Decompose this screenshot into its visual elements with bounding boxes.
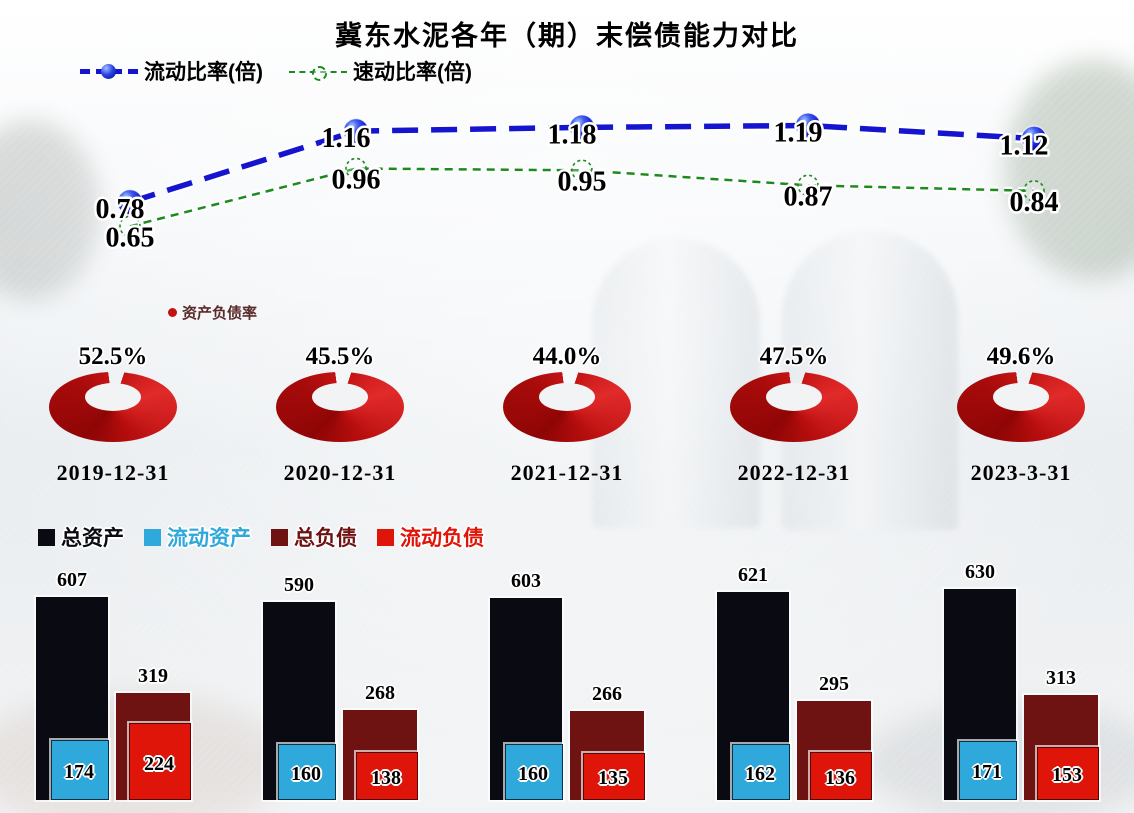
balance-bar-legend: 总资产 流动资产 总负债 流动负债 (38, 522, 484, 552)
bar-legend-item: 总负债 (271, 522, 357, 552)
ratio-line-legend: 流动比率(倍) 速动比率(倍) (80, 56, 472, 86)
current-ratio-line-icon (80, 62, 138, 80)
quick-ratio-line-icon (289, 62, 347, 81)
svg-text:1.19: 1.19 (774, 118, 823, 149)
page-title: 冀东水泥各年（期）末偿债能力对比 (335, 21, 799, 51)
svg-text:0.96: 0.96 (332, 165, 381, 196)
legend-current-ratio-label: 流动比率(倍) (144, 61, 263, 84)
bar-legend-label: 流动资产 (167, 527, 251, 550)
bar-legend-item: 流动资产 (144, 522, 251, 552)
svg-text:0.95: 0.95 (558, 166, 607, 197)
bar-legend-item: 流动负债 (377, 522, 484, 552)
svg-text:1.12: 1.12 (1000, 131, 1049, 162)
svg-text:0.84: 0.84 (1010, 187, 1059, 218)
svg-text:0.65: 0.65 (106, 222, 155, 253)
debt-ratio-legend: 资产负债率 (168, 302, 257, 323)
bar-legend-swatch-icon (271, 528, 288, 546)
debt-ratio-legend-label: 资产负债率 (182, 305, 258, 322)
svg-text:1.16: 1.16 (322, 123, 371, 154)
bar-legend-swatch-icon (38, 528, 55, 546)
legend-current-ratio: 流动比率(倍) (80, 56, 263, 86)
legend-quick-ratio: 速动比率(倍) (289, 56, 472, 86)
bar-legend-item: 总资产 (38, 522, 124, 552)
bar-legend-swatch-icon (377, 528, 394, 546)
bar-legend-label: 流动负债 (400, 527, 484, 550)
debt-ratio-dot-icon (168, 308, 177, 317)
svg-text:1.18: 1.18 (548, 119, 597, 150)
legend-quick-ratio-label: 速动比率(倍) (353, 61, 472, 84)
svg-text:0.78: 0.78 (96, 194, 145, 225)
svg-text:0.87: 0.87 (784, 181, 833, 212)
bar-legend-label: 总负债 (294, 527, 357, 550)
bar-legend-label: 总资产 (61, 527, 124, 550)
bar-legend-swatch-icon (144, 528, 161, 546)
